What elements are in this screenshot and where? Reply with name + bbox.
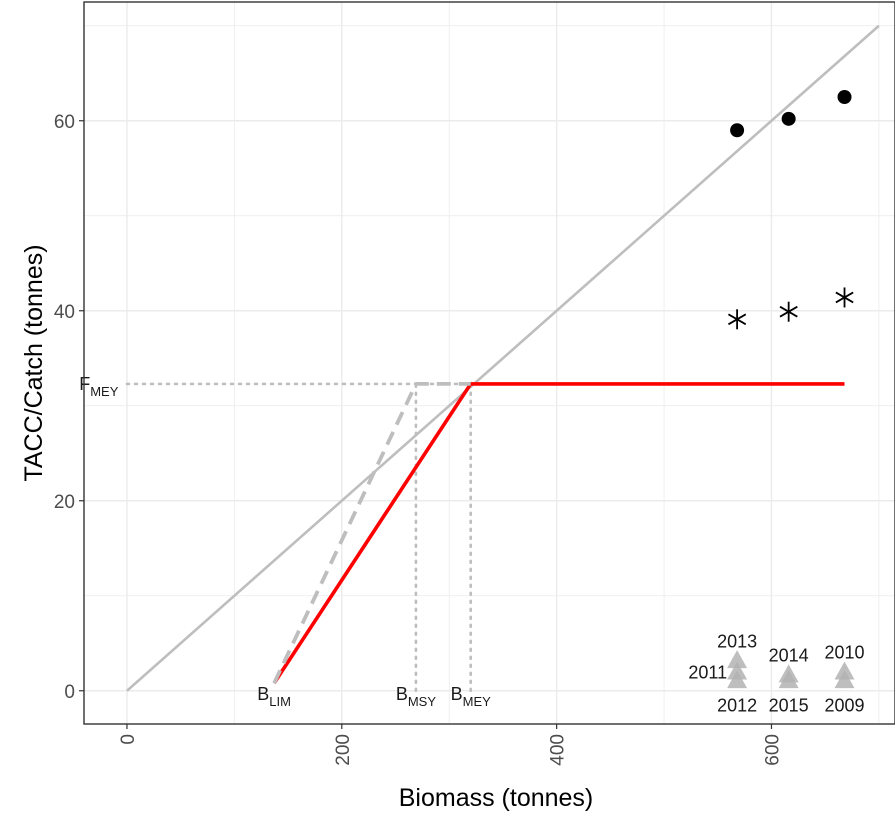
year-label-2010: 2010 <box>824 643 864 663</box>
year-label-2015: 2015 <box>769 695 809 715</box>
reference-label-f-mey: FMEY <box>79 374 119 399</box>
year-label-2012: 2012 <box>717 695 757 715</box>
dashed-harvest-line <box>272 381 471 684</box>
y-tick-label: 20 <box>54 492 75 513</box>
asterisk-stroke <box>835 291 854 304</box>
year-label-2013: 2013 <box>717 631 757 651</box>
y-tick-label: 60 <box>54 112 75 133</box>
y-tick-label: 40 <box>54 302 75 323</box>
y-axis-title: TACC/Catch (tonnes) <box>20 244 48 481</box>
plot-border <box>83 1 895 725</box>
reference-label-subscript: LIM <box>269 694 291 709</box>
reference-label-b-mey: BMEY <box>451 684 492 709</box>
reference-label-subscript: MEY <box>90 384 119 399</box>
reference-label-subscript: MEY <box>463 694 492 709</box>
reference-label-subscript: MSY <box>408 694 437 709</box>
x-tick-label: 0 <box>118 734 139 745</box>
asterisk-point <box>727 309 747 330</box>
reference-label-main: B <box>257 684 269 704</box>
year-label-2009: 2009 <box>824 695 864 715</box>
year-label-2014: 2014 <box>769 646 809 666</box>
year-triangle-point <box>778 670 799 689</box>
asterisk-point <box>779 301 798 322</box>
year-triangle-point <box>834 670 855 689</box>
asterisk-stroke <box>727 313 747 326</box>
x-tick-label: 200 <box>333 734 354 766</box>
reference-label-main: B <box>451 684 463 704</box>
x-tick-label: 400 <box>548 734 569 766</box>
reference-label-b-lim: BLIM <box>257 684 291 709</box>
reference-label-b-msy: BMSY <box>396 684 437 709</box>
asterisk-point <box>835 287 854 308</box>
year-triangle-point <box>727 650 748 669</box>
reference-label-main: B <box>396 684 408 704</box>
y-tick-label: 0 <box>64 682 75 703</box>
reference-label-main: F <box>79 374 90 394</box>
catch-point <box>781 111 796 126</box>
catch-point <box>837 90 852 104</box>
series <box>125 24 880 693</box>
year-triangle-point <box>727 670 748 689</box>
asterisk-stroke <box>779 305 798 318</box>
axes: 0 200 400 600 0 20 40 60 <box>54 112 784 766</box>
catch-point <box>730 123 745 138</box>
year-label-2011: 2011 <box>688 663 727 683</box>
reference-diagonal-line <box>126 24 880 692</box>
x-tick-label: 600 <box>762 734 783 766</box>
x-axis-title: Biomass (tonnes) <box>399 784 594 812</box>
